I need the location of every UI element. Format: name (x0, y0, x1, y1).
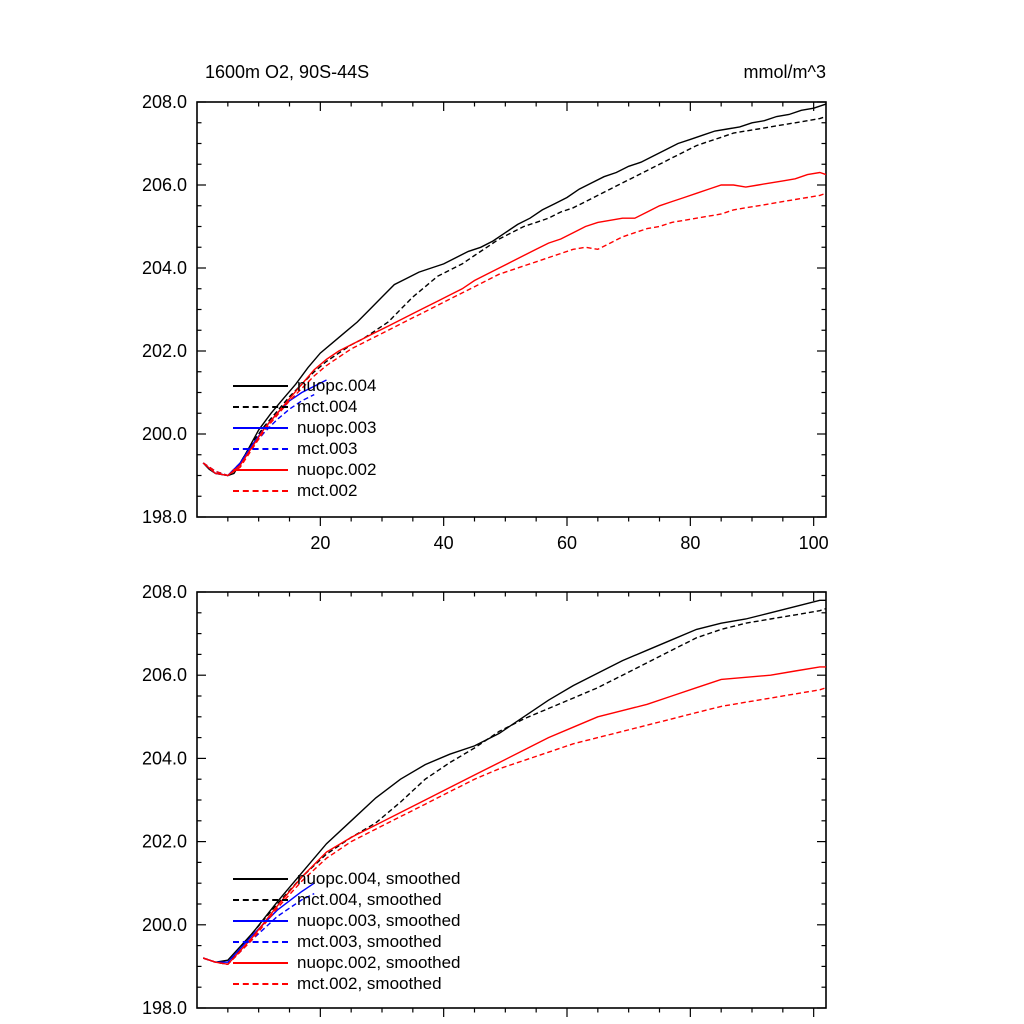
y-tick-label: 208.0 (142, 582, 187, 602)
top-chart-units: mmol/m^3 (743, 62, 826, 82)
y-tick-label: 206.0 (142, 665, 187, 685)
legend-line-sample (233, 405, 288, 408)
y-tick-label: 202.0 (142, 832, 187, 852)
legend-line-sample (233, 426, 288, 429)
legend-label: mct.002 (297, 480, 358, 500)
legend-label: mct.003 (297, 438, 358, 458)
legend-item: nuopc.003 (233, 417, 376, 438)
legend-label: nuopc.002 (297, 459, 377, 479)
y-tick-label: 206.0 (142, 175, 187, 195)
y-tick-label: 208.0 (142, 92, 187, 112)
legend-line-sample (233, 940, 288, 943)
y-tick-label: 202.0 (142, 341, 187, 361)
series-mct.002 (202, 192, 827, 477)
legend-label: nuopc.004 (297, 375, 377, 395)
legend-line-sample (233, 961, 288, 964)
legend-item: mct.004 (233, 396, 376, 417)
legend-line-sample (233, 982, 288, 985)
legend-label: mct.003, smoothed (297, 931, 442, 951)
legend-line-sample (233, 877, 288, 880)
series-mct.002-smoothed (202, 687, 827, 966)
legend-item: nuopc.003, smoothed (233, 910, 461, 931)
legend-label: mct.002, smoothed (297, 973, 442, 993)
legend-item: nuopc.002, smoothed (233, 952, 461, 973)
y-tick-label: 200.0 (142, 424, 187, 444)
x-tick-label: 60 (557, 533, 577, 553)
legend-line-sample (233, 468, 288, 471)
series-nuopc.004 (202, 103, 827, 477)
series-nuopc.002-smoothed (202, 666, 826, 966)
x-tick-label: 80 (680, 533, 700, 553)
x-tick-label: 100 (799, 533, 829, 553)
top-chart-legend: nuopc.004 mct.004 nuopc.003 mct.003 nuop… (233, 375, 376, 501)
legend-line-sample (233, 919, 288, 922)
y-tick-label: 198.0 (142, 998, 187, 1018)
legend-line-sample (233, 898, 288, 901)
legend-label: nuopc.003, smoothed (297, 910, 461, 930)
bottom-chart-legend: nuopc.004, smoothed mct.004, smoothed nu… (233, 868, 461, 994)
top-chart-title: 1600m O2, 90S-44S (205, 62, 370, 82)
legend-label: mct.004, smoothed (297, 889, 442, 909)
x-tick-label: 20 (310, 533, 330, 553)
legend-item: nuopc.004, smoothed (233, 868, 461, 889)
legend-item: mct.003, smoothed (233, 931, 461, 952)
legend-item: mct.002 (233, 480, 376, 501)
legend-label: nuopc.003 (297, 417, 377, 437)
series-nuopc.002 (202, 171, 827, 477)
legend-label: nuopc.004, smoothed (297, 868, 461, 888)
x-tick-label: 40 (434, 533, 454, 553)
legend-line-sample (233, 447, 288, 450)
legend-item: nuopc.004 (233, 375, 376, 396)
y-tick-label: 204.0 (142, 748, 187, 768)
legend-label: mct.004 (297, 396, 358, 416)
legend-label: nuopc.002, smoothed (297, 952, 461, 972)
legend-line-sample (233, 384, 288, 387)
legend-line-sample (233, 489, 288, 492)
y-tick-label: 204.0 (142, 258, 187, 278)
series-nuopc.004-smoothed (202, 599, 826, 963)
legend-item: mct.003 (233, 438, 376, 459)
legend-item: mct.004, smoothed (233, 889, 461, 910)
y-tick-label: 198.0 (142, 507, 187, 527)
legend-item: nuopc.002 (233, 459, 376, 480)
y-tick-label: 200.0 (142, 915, 187, 935)
legend-item: mct.002, smoothed (233, 973, 461, 994)
